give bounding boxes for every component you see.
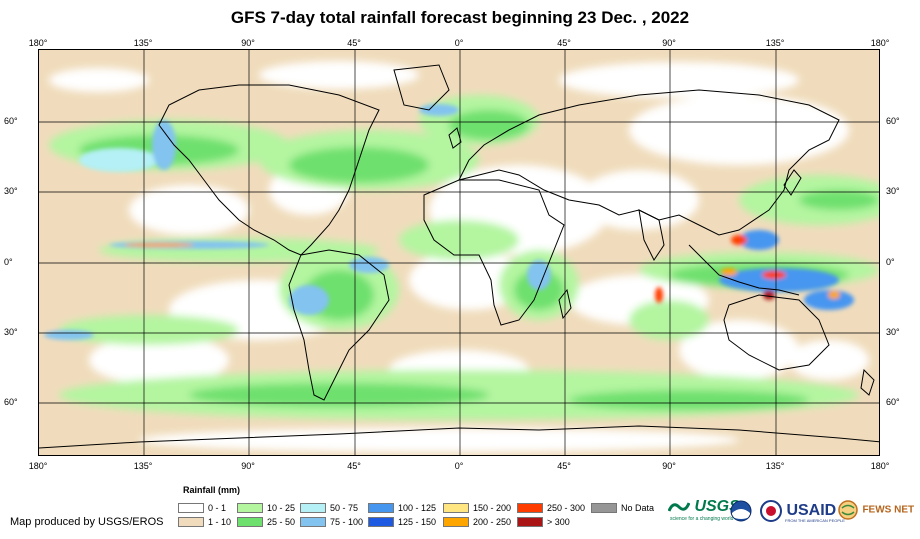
legend-label: 250 - 300 xyxy=(547,503,586,513)
map-credit: Map produced by USGS/EROS xyxy=(10,516,164,528)
legend-label: 25 - 50 xyxy=(267,517,296,527)
legend-label: 0 - 1 xyxy=(208,503,227,513)
noaa-logo xyxy=(730,500,752,527)
legend-label: 200 - 250 xyxy=(473,517,512,527)
legend-label: > 300 xyxy=(547,517,570,527)
rainfall-map[interactable] xyxy=(38,49,880,456)
legend-label: 75 - 100 xyxy=(330,517,364,527)
legend-item-100-125: 100 - 125 xyxy=(368,503,436,513)
lon-tick-top-45e: 45° xyxy=(557,38,571,48)
lon-tick-top-45w: 45° xyxy=(347,38,361,48)
legend-swatch xyxy=(443,517,469,527)
lon-tick-bottom-0: 0° xyxy=(454,461,464,471)
lon-tick-bottom-135e: 135° xyxy=(765,461,785,471)
usgs-tagline: science for a changing world xyxy=(670,516,734,522)
legend-swatch xyxy=(178,517,204,527)
lon-tick-top-90w: 90° xyxy=(241,38,255,48)
legend-item-no-data: No Data xyxy=(591,503,654,513)
legend-item-150-200: 150 - 200 xyxy=(443,503,511,513)
legend-swatch xyxy=(178,503,204,513)
lon-tick-top-90e: 90° xyxy=(662,38,676,48)
usgs-wave-icon xyxy=(667,502,691,512)
lon-tick-bottom-135w: 135° xyxy=(133,461,153,471)
legend-item-gt-300: > 300 xyxy=(517,517,570,527)
legend-title: Rainfall (mm) xyxy=(183,485,241,495)
map-title: GFS 7-day total rainfall forecast beginn… xyxy=(230,8,690,27)
usgs-logo: USGS science for a changing world xyxy=(667,498,740,522)
legend-label: 10 - 25 xyxy=(267,503,296,513)
legend-item-1-10: 1 - 10 xyxy=(178,517,231,527)
lat-tick-left-30s: 30° xyxy=(4,327,18,337)
fewsnet-wordmark: FEWS NET xyxy=(862,504,915,516)
usaid-seal-icon xyxy=(760,500,782,522)
legend-label: 50 - 75 xyxy=(330,503,359,513)
legend-swatch xyxy=(368,503,394,513)
usgs-wordmark: USGS xyxy=(694,498,740,515)
legend-swatch xyxy=(517,503,543,513)
legend-swatch xyxy=(237,517,263,527)
legend-item-250-300: 250 - 300 xyxy=(517,503,585,513)
legend-label: 100 - 125 xyxy=(398,503,437,513)
lon-tick-bottom-45e: 45° xyxy=(557,461,571,471)
lon-tick-bottom-180e: 180° xyxy=(870,461,890,471)
legend-swatch xyxy=(237,503,263,513)
legend-label: No Data xyxy=(621,503,655,513)
lon-tick-bottom-90e: 90° xyxy=(662,461,676,471)
fewsnet-globe-icon xyxy=(838,500,858,520)
lon-tick-top-135e: 135° xyxy=(765,38,785,48)
legend-item-200-250: 200 - 250 xyxy=(443,517,511,527)
lon-tick-bottom-45w: 45° xyxy=(347,461,361,471)
lat-tick-left-0: 0° xyxy=(4,257,13,267)
coastlines xyxy=(39,64,879,449)
legend-swatch xyxy=(443,503,469,513)
legend-item-50-75: 50 - 75 xyxy=(300,503,358,513)
graticule xyxy=(39,50,879,455)
lat-tick-right-0: 0° xyxy=(886,257,895,267)
legend-item-125-150: 125 - 150 xyxy=(368,517,436,527)
lat-tick-right-60s: 60° xyxy=(886,397,900,407)
legend-swatch xyxy=(517,517,543,527)
lon-tick-bottom-90w: 90° xyxy=(241,461,255,471)
lat-tick-right-60n: 60° xyxy=(886,116,900,126)
legend-item-0-1: 0 - 1 xyxy=(178,503,226,513)
noaa-seal-icon xyxy=(730,500,752,522)
legend-label: 150 - 200 xyxy=(473,503,512,513)
legend-item-10-25: 10 - 25 xyxy=(237,503,295,513)
legend-swatch xyxy=(300,503,326,513)
lat-tick-left-60n: 60° xyxy=(4,116,18,126)
lon-tick-top-135w: 135° xyxy=(133,38,153,48)
legend-item-75-100: 75 - 100 xyxy=(300,517,363,527)
lat-tick-right-30n: 30° xyxy=(886,186,900,196)
fewsnet-logo: FEWS NET xyxy=(838,500,914,520)
lat-tick-right-30s: 30° xyxy=(886,327,900,337)
lat-tick-left-60s: 60° xyxy=(4,397,18,407)
legend-swatch xyxy=(591,503,617,513)
lon-tick-bottom-180w: 180° xyxy=(28,461,48,471)
usaid-logo: USAID FROM THE AMERICAN PEOPLE xyxy=(760,500,845,523)
lat-tick-left-30n: 30° xyxy=(4,186,18,196)
lon-tick-top-180e: 180° xyxy=(870,38,890,48)
legend-label: 125 - 150 xyxy=(398,517,437,527)
heavy-rain-bands xyxy=(44,104,854,340)
lon-tick-top-0: 0° xyxy=(454,38,464,48)
usaid-wordmark: USAID xyxy=(786,502,837,519)
legend-swatch xyxy=(300,517,326,527)
lon-tick-top-180w: 180° xyxy=(28,38,48,48)
legend-label: 1 - 10 xyxy=(208,517,232,527)
usaid-tagline: FROM THE AMERICAN PEOPLE xyxy=(785,518,845,523)
legend-item-25-50: 25 - 50 xyxy=(237,517,295,527)
legend-swatch xyxy=(368,517,394,527)
